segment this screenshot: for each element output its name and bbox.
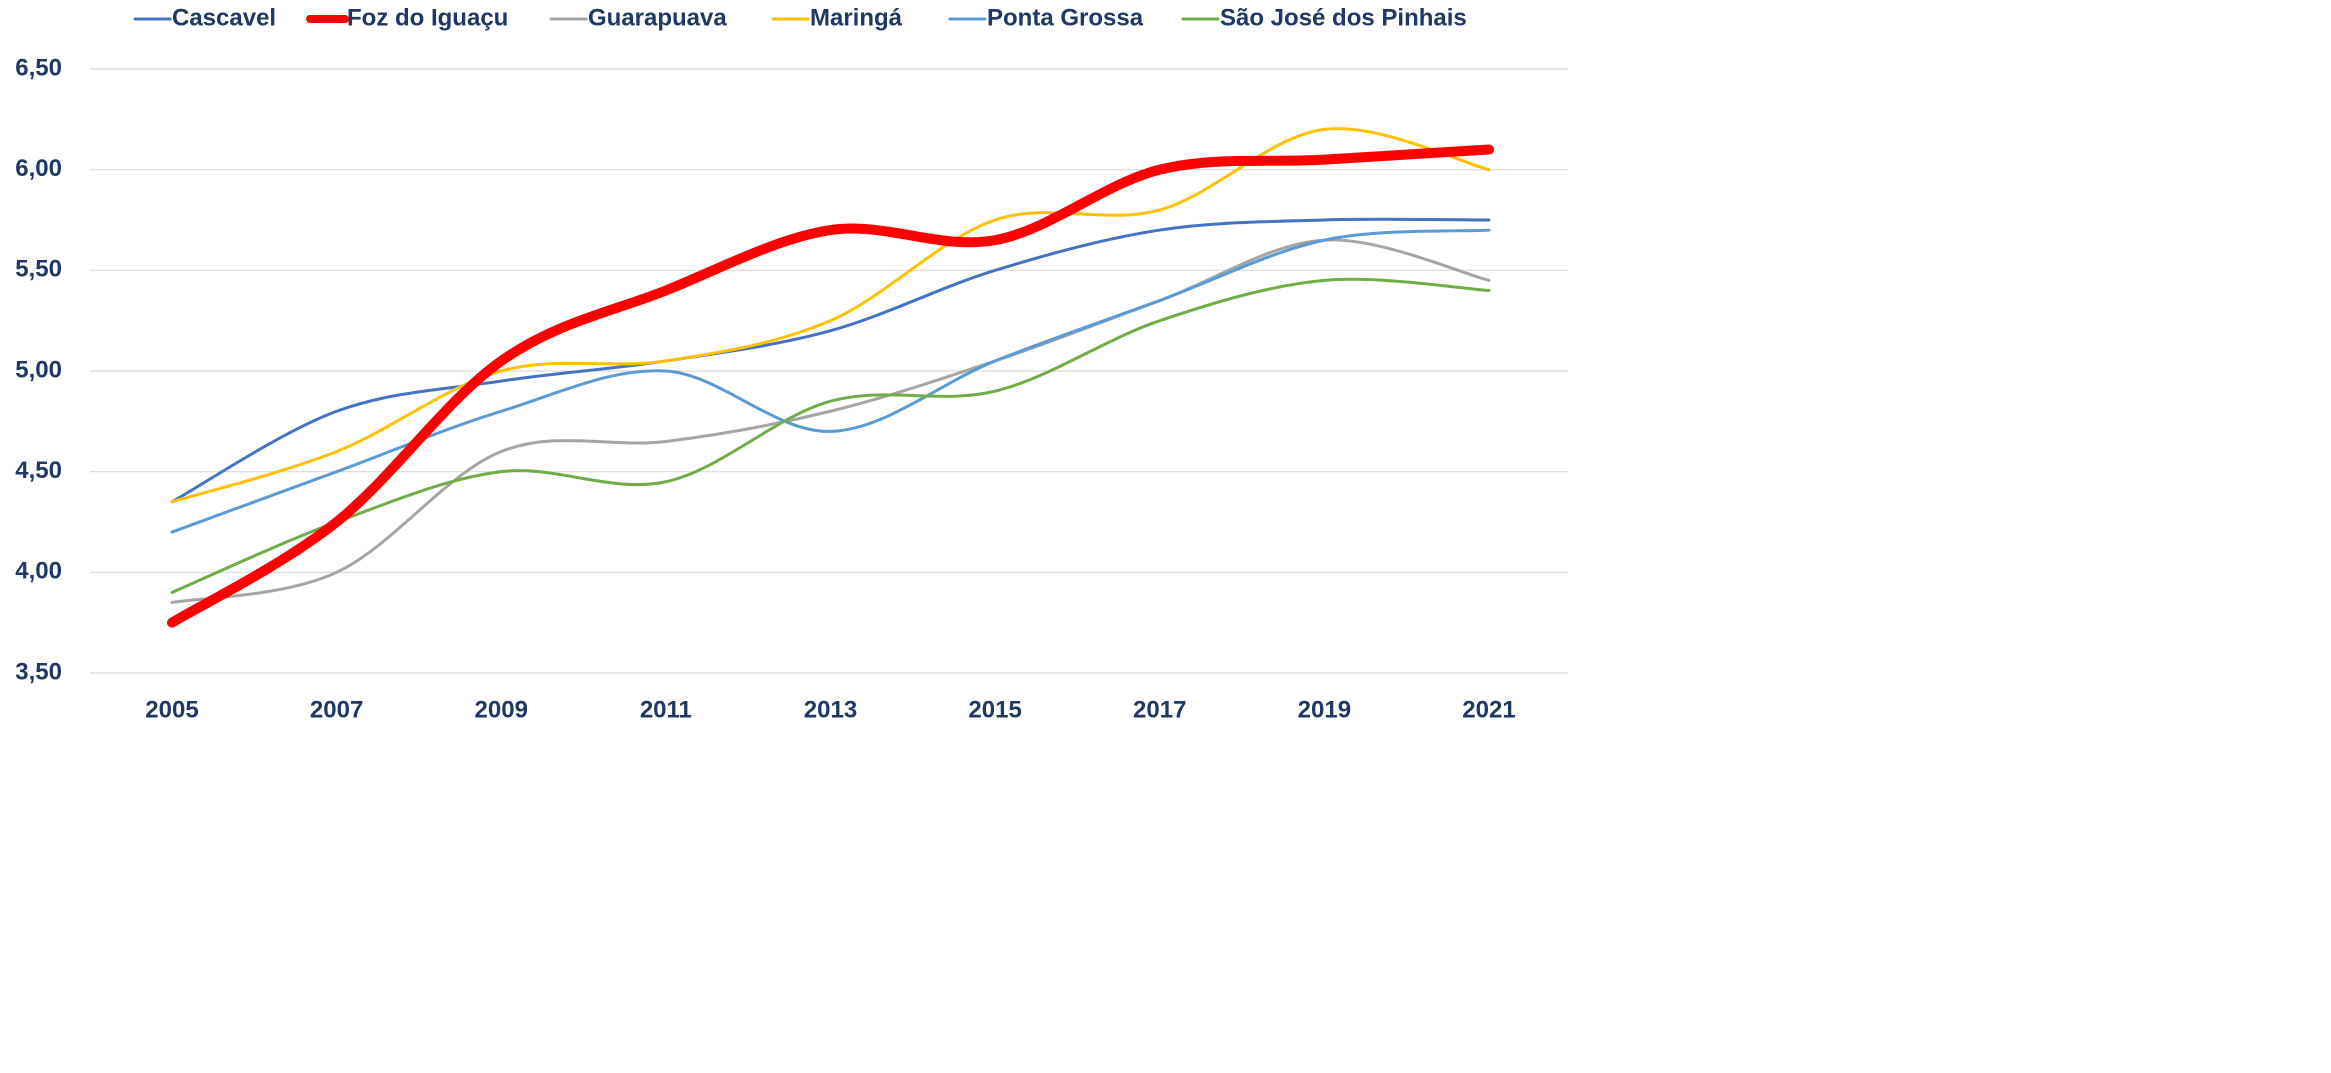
legend-label: São José dos Pinhais bbox=[1220, 4, 1467, 31]
y-tick-label: 6,50 bbox=[15, 54, 62, 81]
x-tick-label: 2021 bbox=[1462, 696, 1515, 723]
series-line bbox=[170, 127, 1491, 504]
x-tick-label: 2005 bbox=[145, 696, 198, 723]
legend-label: Cascavel bbox=[172, 4, 276, 31]
legend-label: Maringá bbox=[810, 4, 903, 31]
y-tick-label: 5,50 bbox=[15, 256, 62, 283]
x-tick-label: 2019 bbox=[1298, 696, 1351, 723]
series-line bbox=[170, 238, 1491, 605]
y-tick-label: 3,50 bbox=[15, 658, 62, 685]
x-tick-label: 2013 bbox=[804, 696, 857, 723]
chart: 3,50 4,00 4,50 5,00 5,50 6,00 6,50 2005 2007 2009… bbox=[15, 4, 1568, 723]
x-tick-label: 2007 bbox=[310, 696, 363, 723]
y-tick-label: 4,00 bbox=[15, 558, 62, 585]
x-tick-label: 2015 bbox=[968, 696, 1021, 723]
legend-label: Guarapuava bbox=[588, 4, 727, 31]
x-tick-label: 2011 bbox=[640, 696, 692, 723]
y-tick-label: 4,50 bbox=[15, 457, 62, 484]
legend-label: Ponta Grossa bbox=[987, 4, 1144, 31]
y-tick-label: 6,00 bbox=[15, 155, 62, 182]
series-line bbox=[170, 217, 1491, 504]
y-tick-label: 5,00 bbox=[15, 356, 62, 383]
series-line bbox=[170, 228, 1491, 534]
x-tick-label: 2009 bbox=[475, 696, 528, 723]
legend-label: Foz do Iguaçu bbox=[347, 4, 508, 31]
x-tick-label: 2017 bbox=[1133, 696, 1186, 723]
series-line bbox=[170, 277, 1491, 594]
series-line bbox=[167, 144, 1494, 628]
